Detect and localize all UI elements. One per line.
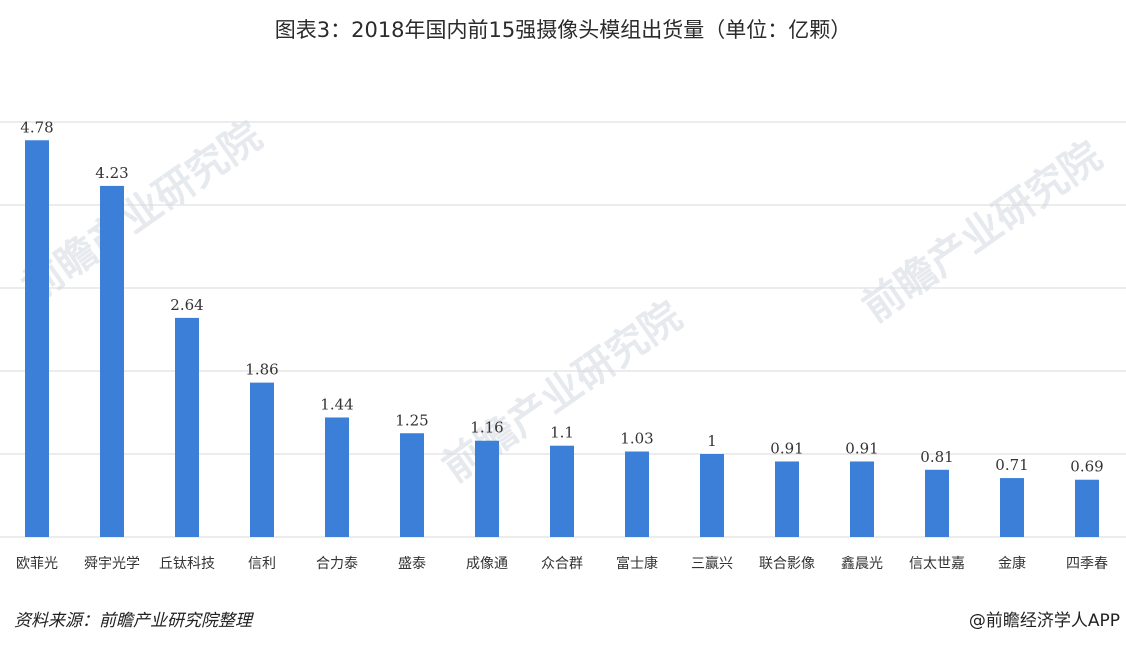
bar: [850, 461, 874, 537]
data-label: 2.64: [170, 296, 203, 314]
category-label: 信太世嘉: [909, 556, 965, 572]
data-label: 1.03: [620, 430, 653, 448]
data-label: 0.81: [920, 448, 953, 466]
bar: [700, 454, 724, 537]
data-label: 0.71: [995, 456, 1028, 474]
category-label: 鑫晨光: [841, 555, 883, 572]
bar: [1075, 479, 1099, 537]
bar: [775, 461, 799, 537]
category-label: 丘钛科技: [159, 556, 215, 572]
category-label: 盛泰: [398, 556, 426, 572]
category-label: 众合群: [541, 556, 583, 572]
data-label: 1.16: [470, 419, 503, 437]
bar: [250, 382, 274, 537]
category-label: 四季春: [1066, 556, 1108, 572]
category-label: 成像通: [466, 556, 508, 572]
data-label: 1.25: [395, 411, 428, 429]
bar: [1000, 478, 1024, 537]
bar: [625, 451, 649, 537]
bar: [550, 445, 574, 537]
data-label: 1.44: [320, 395, 353, 413]
category-label: 三赢兴: [691, 555, 733, 572]
data-label: 1.86: [245, 361, 278, 379]
bar: [175, 317, 199, 537]
source-note: 资料来源：前瞻产业研究院整理: [14, 611, 252, 631]
bar: [25, 140, 49, 537]
data-label: 1.1: [550, 424, 574, 442]
category-label: 联合影像: [759, 556, 815, 572]
data-label: 0.91: [845, 439, 878, 457]
data-label: 1: [707, 432, 717, 450]
category-label: 欧菲光: [16, 556, 58, 572]
bar: [325, 417, 349, 537]
data-label: 0.91: [770, 439, 803, 457]
category-label: 舜宇光学: [84, 556, 140, 572]
bar-chart: 4.78 欧菲光 4.23 舜宇光学 2.64 丘钛科技 1.86 信利 1.44 合力泰 1.25…: [0, 118, 1126, 572]
data-label: 0.69: [1070, 458, 1103, 476]
bar: [100, 185, 124, 537]
brand-label: @前瞻经济学人APP: [968, 611, 1120, 631]
category-label: 金康: [998, 555, 1026, 572]
category-label: 合力泰: [316, 556, 358, 572]
category-label: 信利: [248, 556, 276, 572]
category-label: 富士康: [616, 555, 658, 572]
data-label: 4.23: [95, 164, 128, 182]
bar: [400, 433, 424, 537]
bar: [925, 469, 949, 537]
data-label: 4.78: [20, 118, 53, 136]
bar: [475, 440, 499, 537]
chart-title: 图表3：2018年国内前15强摄像头模组出货量（单位：亿颗）: [274, 18, 852, 42]
